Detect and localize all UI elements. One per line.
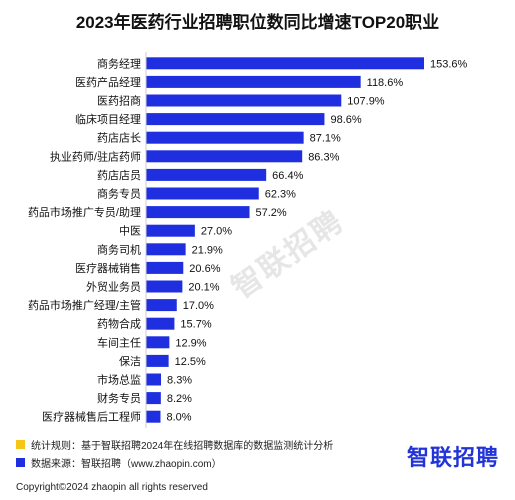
zhaopin-logo: 智联招聘 xyxy=(406,445,499,470)
value-label: 8.2% xyxy=(167,393,192,405)
blue-square-icon xyxy=(16,457,25,467)
value-label: 12.9% xyxy=(175,337,206,349)
copyright-text: Copyright©2024 zhaopin all rights reserv… xyxy=(16,482,208,493)
category-label: 医药招商 xyxy=(97,94,141,108)
yellow-square-icon xyxy=(16,439,25,449)
bar xyxy=(146,131,304,144)
value-label: 17.0% xyxy=(183,300,214,312)
bar xyxy=(146,373,162,386)
category-label: 医药产品经理 xyxy=(75,75,141,89)
bar xyxy=(146,243,186,256)
value-label: 27.0% xyxy=(201,226,232,238)
bar xyxy=(146,410,161,423)
category-label: 药物合成 xyxy=(97,317,141,331)
value-label: 20.1% xyxy=(188,282,219,294)
category-label: 医疗器械售后工程师 xyxy=(42,410,141,424)
statistics-note-text: 统计规则：基于智联招聘2024年在线招聘数据库的数据监测统计分析 xyxy=(31,440,334,452)
bar xyxy=(146,206,250,219)
category-label: 执业药师/驻店药师 xyxy=(50,149,141,163)
value-label: 118.6% xyxy=(367,77,404,89)
category-label: 市场总监 xyxy=(97,373,141,387)
category-label: 商务经理 xyxy=(97,56,141,70)
value-label: 8.3% xyxy=(167,375,192,387)
value-label: 62.3% xyxy=(265,189,296,201)
category-label: 财务专员 xyxy=(97,391,141,405)
category-label: 药品市场推广经理/主管 xyxy=(28,298,141,312)
value-label: 8.0% xyxy=(166,412,191,424)
footer-notes: 统计规则：基于智联招聘2024年在线招聘数据库的数据监测统计分析 数据来源：智联… xyxy=(16,437,333,473)
category-label: 外贸业务员 xyxy=(86,281,141,294)
bar xyxy=(146,168,267,181)
bar xyxy=(146,280,183,293)
bar xyxy=(146,336,170,349)
bar xyxy=(146,354,169,367)
category-label: 车间主任 xyxy=(97,335,141,349)
statistics-note: 统计规则：基于智联招聘2024年在线招聘数据库的数据监测统计分析 xyxy=(16,437,334,452)
value-label: 12.5% xyxy=(175,356,206,368)
bar xyxy=(146,392,161,405)
bar xyxy=(146,261,184,274)
category-label: 保洁 xyxy=(119,354,141,368)
category-label: 中医 xyxy=(119,225,141,238)
value-label: 98.6% xyxy=(330,114,361,126)
data-source-text: 数据来源：智联招聘（www.zhaopin.com） xyxy=(31,458,222,470)
bar xyxy=(146,113,325,126)
value-label: 66.4% xyxy=(272,170,303,182)
category-label: 药品市场推广专员/助理 xyxy=(28,205,141,219)
chart-title: 2023年医药行业招聘职位数同比增速TOP20职业 xyxy=(75,13,440,32)
value-label: 15.7% xyxy=(180,319,211,331)
bar xyxy=(146,57,424,70)
category-label: 药店店长 xyxy=(97,131,141,145)
bar xyxy=(146,224,195,237)
bar xyxy=(146,150,303,163)
bar xyxy=(146,75,361,88)
category-label: 药店店员 xyxy=(97,168,141,182)
bar xyxy=(146,94,342,107)
value-label: 87.1% xyxy=(310,133,341,145)
data-source: 数据来源：智联招聘（www.zhaopin.com） xyxy=(16,455,333,470)
value-label: 86.3% xyxy=(308,151,339,163)
category-label: 医疗器械销售 xyxy=(75,261,141,275)
value-label: 21.9% xyxy=(192,244,223,256)
bar xyxy=(146,187,259,200)
category-label: 临床项目经理 xyxy=(75,112,141,126)
category-label: 商务专员 xyxy=(97,187,141,201)
bar xyxy=(146,299,177,312)
value-label: 20.6% xyxy=(189,263,220,275)
value-label: 107.9% xyxy=(347,96,385,108)
value-label: 153.6% xyxy=(430,58,468,70)
value-label: 57.2% xyxy=(256,207,287,219)
category-label: 商务司机 xyxy=(97,242,141,256)
bar xyxy=(146,317,175,330)
